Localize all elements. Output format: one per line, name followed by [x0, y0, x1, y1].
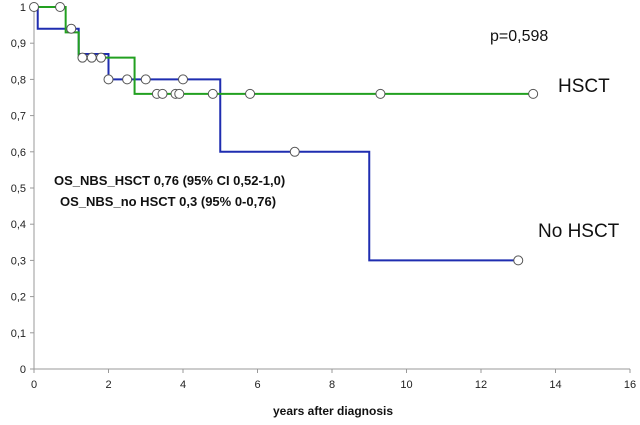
censor-marker-no-hsct: [289, 146, 300, 157]
series-label-no-hsct: No HSCT: [538, 221, 620, 242]
y-tick-label: 0: [20, 364, 26, 376]
y-axis-ticks: 0 0,1 0,2 0,3 0,4 0,5 0,6 0,7 0,8 0,9 1: [11, 2, 34, 376]
x-tick-label: 6: [254, 379, 260, 391]
x-tick-label: 4: [180, 379, 186, 391]
y-tick-label: 0,5: [11, 183, 26, 195]
p-value-annotation: p=0,598: [490, 28, 548, 45]
y-tick-label: 1: [20, 2, 26, 14]
censor-marker-no-hsct: [29, 2, 39, 12]
x-tick-label: 12: [475, 379, 487, 391]
censor-marker-hsct: [77, 52, 88, 63]
censor-marker-hsct: [174, 88, 185, 99]
x-tick-label: 0: [31, 379, 37, 391]
y-tick-label: 0,7: [11, 111, 26, 123]
censor-marker-no-hsct: [66, 23, 77, 34]
y-tick-label: 0,6: [11, 147, 26, 159]
censor-marker-hsct: [122, 74, 133, 85]
y-tick-label: 0,9: [11, 38, 26, 50]
censor-marker-hsct: [55, 2, 66, 12]
censor-marker-hsct: [528, 88, 539, 99]
censor-marker-hsct: [157, 88, 168, 99]
censor-marker-hsct: [375, 88, 386, 99]
x-tick-label: 16: [624, 379, 636, 391]
censor-marker-hsct: [207, 88, 218, 99]
y-tick-label: 0,4: [11, 219, 26, 231]
censor-marker-hsct: [86, 52, 97, 63]
x-tick-label: 2: [105, 379, 111, 391]
x-axis-ticks: 0 2 4 6 8 10 12 14 16: [31, 369, 636, 391]
censor-marker-hsct: [96, 52, 107, 63]
censor-marker-no-hsct: [513, 255, 524, 266]
stats-line-hsct: OS_NBS_HSCT 0,76 (95% CI 0,52-1,0): [54, 173, 285, 188]
y-tick-label: 0,1: [11, 328, 26, 340]
y-tick-label: 0,8: [11, 74, 26, 86]
x-tick-label: 14: [549, 379, 561, 391]
series-line-no-hsct: [34, 6, 519, 262]
axes: [33, 7, 630, 370]
x-tick-label: 8: [329, 379, 335, 391]
series-label-hsct: HSCT: [558, 76, 610, 97]
series-layer: [29, 2, 539, 266]
x-tick-label: 10: [400, 379, 412, 391]
y-tick-label: 0,3: [11, 255, 26, 267]
censor-marker-no-hsct: [178, 74, 188, 85]
stats-line-no-hsct: OS_NBS_no HSCT 0,3 (95% 0-0,76): [60, 194, 276, 209]
censor-marker-no-hsct: [103, 74, 114, 85]
y-tick-label: 0,2: [11, 292, 26, 304]
x-axis-label: years after diagnosis: [273, 404, 393, 418]
censor-marker-hsct: [245, 88, 256, 99]
censor-marker-no-hsct: [140, 74, 151, 85]
